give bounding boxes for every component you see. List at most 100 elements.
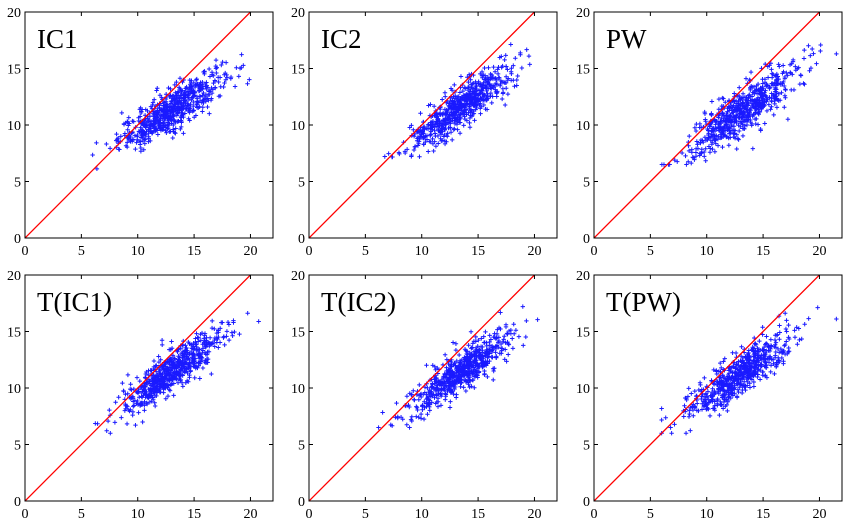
- reference-line: [594, 275, 821, 501]
- data-point: [134, 140, 139, 145]
- data-point: [687, 133, 692, 139]
- data-point: [692, 125, 698, 130]
- data-point: [718, 360, 723, 366]
- data-point: [210, 72, 215, 77]
- data-point: [435, 399, 441, 404]
- data-point: [209, 371, 214, 377]
- data-point: [524, 47, 529, 52]
- data-point: [694, 139, 700, 144]
- data-point: [526, 53, 532, 59]
- data-point: [207, 111, 212, 116]
- data-point: [422, 399, 427, 404]
- data-point: [503, 340, 508, 345]
- data-point: [442, 90, 448, 95]
- data-point: [125, 391, 130, 396]
- data-point: [192, 353, 197, 359]
- data-point: [137, 142, 143, 147]
- data-point: [438, 136, 443, 141]
- data-point: [448, 130, 454, 135]
- data-point: [744, 374, 750, 379]
- data-point: [712, 403, 718, 408]
- data-point: [491, 377, 496, 383]
- data-point: [719, 379, 724, 384]
- data-point: [232, 84, 238, 89]
- data-point: [221, 84, 226, 90]
- data-point: [698, 137, 704, 143]
- data-point: [706, 406, 711, 412]
- data-point: [725, 399, 731, 404]
- data-point: [729, 122, 734, 128]
- data-point: [737, 85, 742, 90]
- data-point: [152, 387, 157, 392]
- data-point: [726, 135, 731, 141]
- data-point: [195, 347, 201, 352]
- data-point: [768, 354, 773, 359]
- data-point: [124, 144, 130, 150]
- data-point: [710, 386, 715, 391]
- data-point: [407, 125, 412, 130]
- data-point: [217, 340, 223, 345]
- x-tick-label: 5: [78, 507, 85, 522]
- data-point: [166, 125, 171, 131]
- plot-area: [309, 275, 540, 501]
- data-point: [212, 326, 217, 332]
- data-point: [105, 418, 111, 424]
- data-point: [125, 140, 130, 145]
- data-point: [734, 146, 739, 152]
- data-point: [736, 128, 742, 134]
- panel-title: IC2: [321, 24, 362, 54]
- data-point: [684, 162, 689, 167]
- data-point: [456, 369, 461, 374]
- data-point: [175, 359, 181, 364]
- data-point: [107, 407, 112, 413]
- data-point: [745, 364, 750, 369]
- data-point: [769, 104, 774, 109]
- data-point: [782, 105, 787, 110]
- data-point: [411, 388, 416, 393]
- data-point: [161, 369, 167, 375]
- data-point: [727, 131, 732, 136]
- data-point: [510, 346, 516, 351]
- data-point: [418, 411, 424, 417]
- data-point: [172, 356, 178, 361]
- data-point: [508, 331, 514, 336]
- data-point: [463, 95, 468, 100]
- data-point: [681, 414, 686, 419]
- data-point: [462, 347, 468, 352]
- data-point: [502, 334, 507, 339]
- data-point: [769, 91, 774, 96]
- data-point: [483, 329, 488, 335]
- data-point: [473, 79, 478, 85]
- data-point: [467, 120, 472, 126]
- data-point: [176, 96, 182, 101]
- data-point: [256, 319, 261, 324]
- data-point: [809, 46, 815, 52]
- data-point: [469, 345, 475, 350]
- data-point: [672, 422, 677, 427]
- x-tick-label: 20: [243, 507, 257, 522]
- data-point: [435, 404, 441, 409]
- data-point: [481, 334, 486, 339]
- x-tick-label: 20: [243, 244, 257, 259]
- data-point: [141, 147, 146, 152]
- data-point: [450, 340, 456, 345]
- data-point: [196, 360, 202, 366]
- data-point: [447, 100, 452, 106]
- data-point: [515, 73, 520, 79]
- data-point: [709, 112, 714, 118]
- data-point: [727, 128, 733, 134]
- data-point: [122, 133, 127, 138]
- data-point: [119, 110, 124, 116]
- data-point: [201, 90, 206, 96]
- data-point: [747, 385, 753, 390]
- data-point: [759, 364, 764, 369]
- x-tick-label: 5: [362, 244, 369, 259]
- data-point: [245, 81, 250, 86]
- data-point: [175, 99, 180, 104]
- data-point: [731, 98, 736, 103]
- data-point: [499, 79, 505, 85]
- data-point: [472, 118, 477, 123]
- data-point: [466, 72, 472, 77]
- data-point: [438, 106, 443, 112]
- data-point: [703, 138, 709, 143]
